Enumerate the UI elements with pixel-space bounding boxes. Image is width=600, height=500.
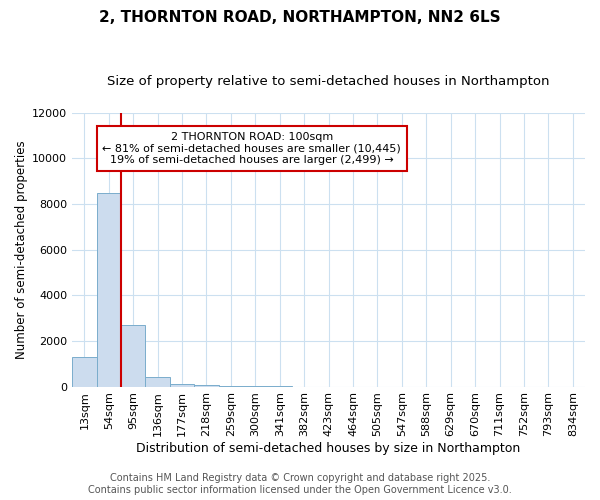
- X-axis label: Distribution of semi-detached houses by size in Northampton: Distribution of semi-detached houses by …: [136, 442, 521, 455]
- Text: 2, THORNTON ROAD, NORTHAMPTON, NN2 6LS: 2, THORNTON ROAD, NORTHAMPTON, NN2 6LS: [99, 10, 501, 25]
- Bar: [170, 384, 194, 386]
- Bar: [121, 325, 145, 386]
- Text: 2 THORNTON ROAD: 100sqm
← 81% of semi-detached houses are smaller (10,445)
19% o: 2 THORNTON ROAD: 100sqm ← 81% of semi-de…: [102, 132, 401, 165]
- Text: Contains HM Land Registry data © Crown copyright and database right 2025.
Contai: Contains HM Land Registry data © Crown c…: [88, 474, 512, 495]
- Bar: [97, 192, 121, 386]
- Y-axis label: Number of semi-detached properties: Number of semi-detached properties: [15, 140, 28, 359]
- Bar: [145, 378, 170, 386]
- Bar: [72, 357, 97, 386]
- Title: Size of property relative to semi-detached houses in Northampton: Size of property relative to semi-detach…: [107, 75, 550, 88]
